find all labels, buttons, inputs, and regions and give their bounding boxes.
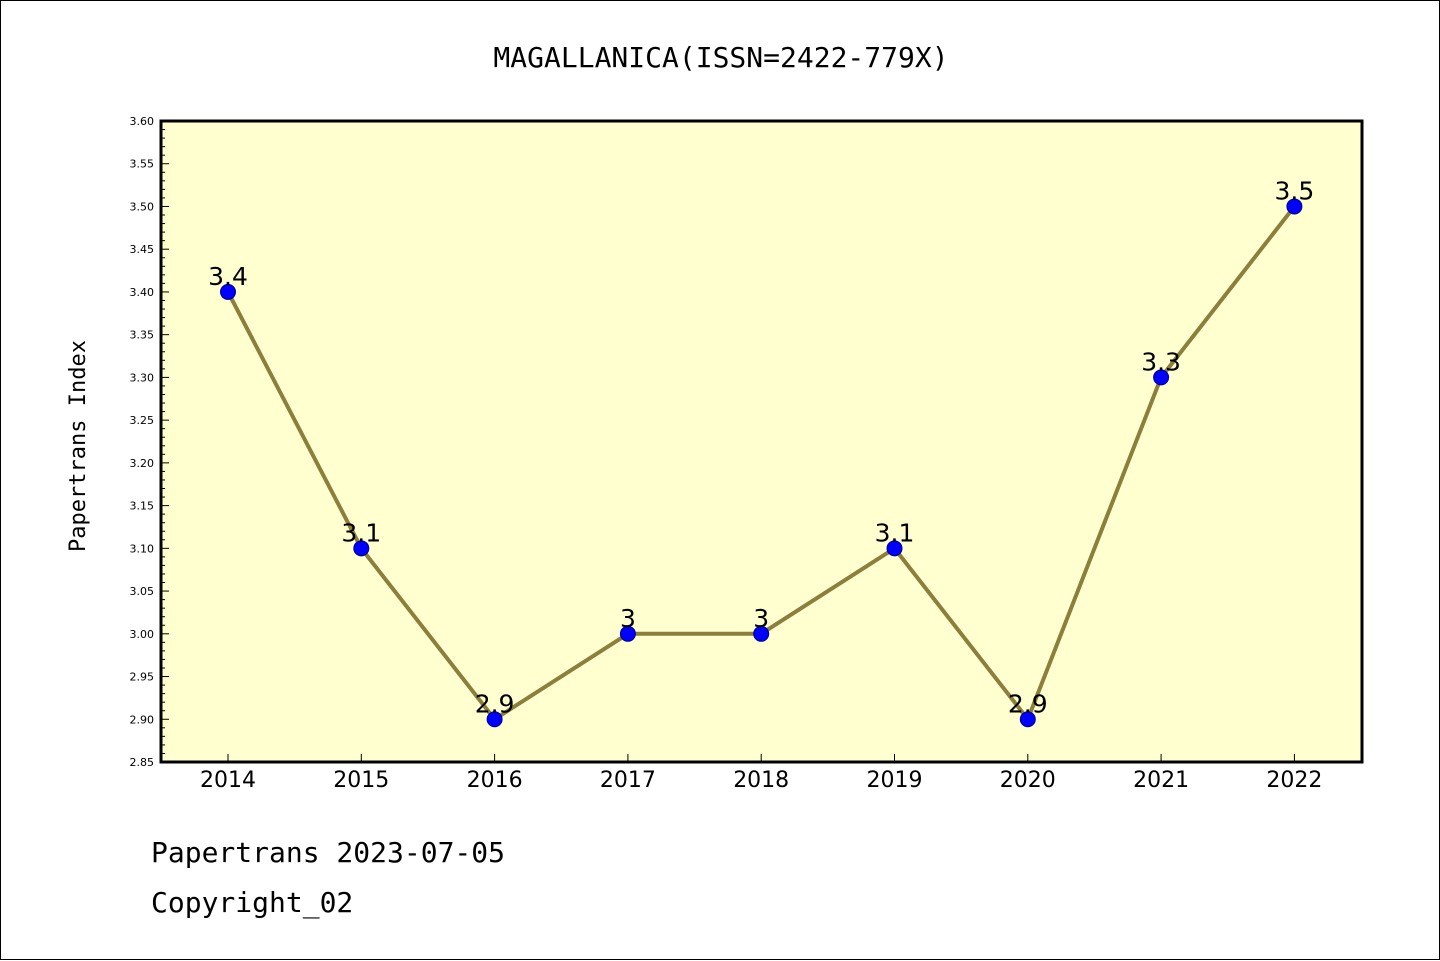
y-tick-label: 3.05 [130,585,155,598]
y-tick-label: 3.30 [130,371,155,384]
y-tick-label: 3.10 [130,542,155,555]
x-tick-label: 2022 [1266,768,1322,793]
y-tick-label: 3.55 [130,158,155,171]
data-point [886,540,903,557]
data-label: 3 [753,604,769,633]
chart-title: MAGALLANICA(ISSN=2422-779X) [493,41,948,74]
data-point [353,540,370,557]
x-tick-label: 2017 [600,768,656,793]
data-label: 3.5 [1275,176,1315,205]
y-tick-label: 3.60 [130,115,155,128]
x-tick-label: 2019 [867,768,923,793]
y-tick-label: 3.15 [130,500,155,513]
footer-date: Papertrans 2023-07-05 [151,836,506,869]
y-tick-label: 2.95 [130,671,155,684]
y-tick-label: 3.50 [130,200,155,213]
data-point [753,625,770,642]
x-axis: 2014 2015 2016 2017 2018 2019 2020 2021 2022 [200,754,1322,793]
y-tick-label: 3.20 [130,457,155,470]
y-tick-label: 2.90 [130,713,155,726]
y-axis-label: Papertrans Index [66,340,91,552]
footer-copyright: Copyright_02 [151,886,354,919]
y-tick-label: 3.25 [130,414,155,427]
x-tick-label: 2016 [467,768,523,793]
y-tick-label: 3.00 [130,628,155,641]
data-label: 3.1 [875,518,915,547]
data-label: 3 [620,604,636,633]
series: 3.4 3.1 2.9 3 3 3.1 2.9 3.3 3.5 [208,176,1315,728]
data-label: 3.3 [1141,347,1181,376]
y-tick-label: 3.45 [130,243,155,256]
data-label: 2.9 [1008,689,1048,718]
data-point [1286,198,1303,215]
x-tick-label: 2015 [333,768,389,793]
x-tick-label: 2020 [1000,768,1056,793]
y-tick-label: 3.35 [130,329,155,342]
data-label: 3.1 [341,518,381,547]
x-tick-label: 2014 [200,768,256,793]
plot-area [161,121,1362,762]
data-point [1019,711,1036,728]
data-point [220,283,236,300]
x-tick-label: 2021 [1133,768,1189,793]
y-tick-label: 2.85 [130,756,155,769]
data-point [486,711,503,728]
x-tick-label: 2018 [733,768,789,793]
data-label: 3.4 [208,262,248,291]
data-point [619,625,636,642]
plot-border [159,119,1364,764]
data-label: 2.9 [475,689,515,718]
data-point [1153,369,1170,386]
y-tick-label: 3.40 [130,286,155,299]
